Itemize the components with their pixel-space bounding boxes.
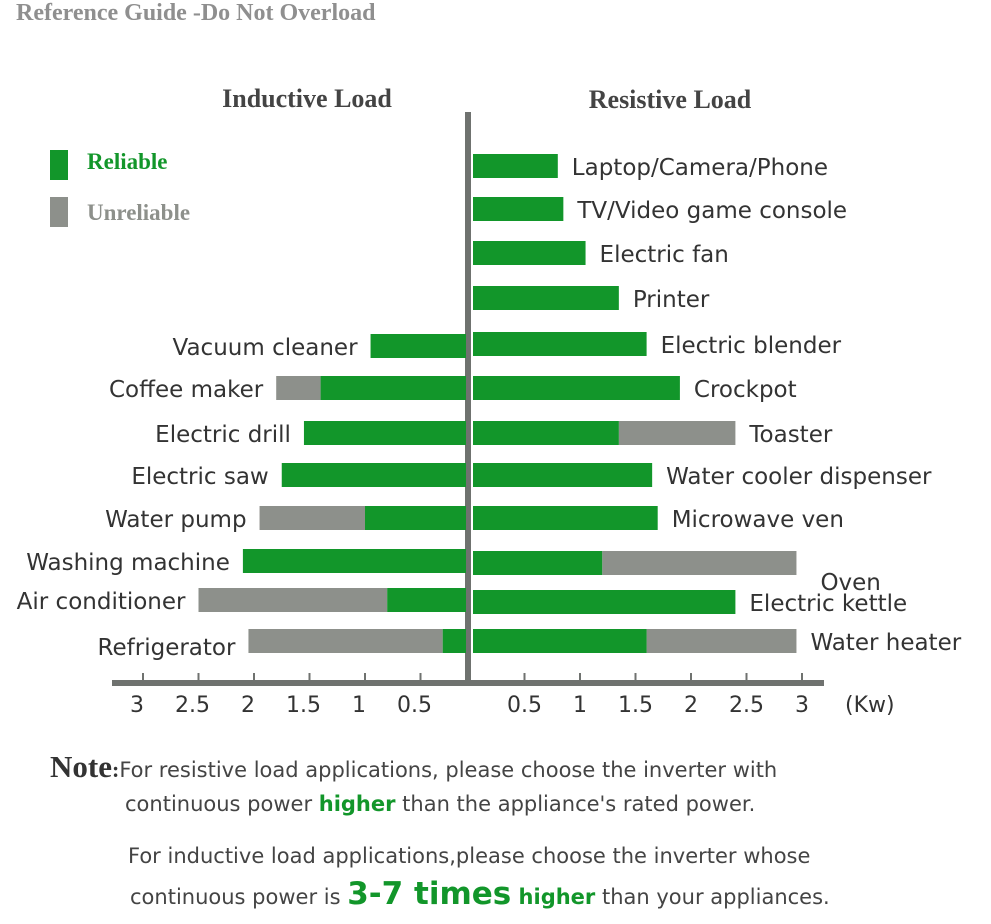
legend-label-unreliable: Unreliable bbox=[87, 200, 190, 225]
chart-title: Reference Guide -Do Not Overload bbox=[16, 0, 376, 26]
bar-reliable bbox=[473, 421, 619, 445]
bar-reliable bbox=[473, 286, 619, 310]
tick-label: 1.5 bbox=[286, 693, 321, 718]
note-line4-times: 3-7 times bbox=[347, 876, 512, 912]
bar-reliable bbox=[320, 376, 466, 400]
bar-reliable bbox=[303, 421, 466, 445]
bar-label: Crockpot bbox=[694, 377, 797, 403]
bar-reliable bbox=[473, 197, 564, 221]
bar-reliable bbox=[370, 334, 466, 358]
bar-unreliable bbox=[276, 376, 321, 400]
bar-reliable bbox=[473, 590, 736, 614]
unit-label: (Kw) bbox=[845, 693, 895, 718]
note-line4d: than your appliances. bbox=[595, 885, 830, 909]
bar-label: Electric kettle bbox=[749, 591, 907, 617]
bar-reliable bbox=[473, 154, 558, 178]
chart-svg: Inductive Load Resistive Load Reliable Unre… bbox=[17, 84, 962, 718]
tick-label: 0.5 bbox=[397, 693, 432, 718]
bar-reliable bbox=[473, 463, 653, 487]
note-line2-highlight: higher bbox=[318, 792, 396, 816]
bar-label: Electric drill bbox=[155, 422, 291, 448]
bar-reliable bbox=[365, 506, 466, 530]
tick-label: 2 bbox=[684, 693, 698, 718]
bar-reliable bbox=[473, 506, 658, 530]
bar-unreliable bbox=[646, 629, 797, 653]
bar-reliable bbox=[442, 629, 466, 653]
note-line4-higher: higher bbox=[511, 885, 596, 909]
bar-label: Toaster bbox=[748, 422, 832, 448]
bar-label: Refrigerator bbox=[98, 635, 236, 661]
legend-swatch-reliable bbox=[50, 150, 68, 180]
note-block: Note:For resistive load applications, pl… bbox=[50, 748, 970, 916]
note-label: Note bbox=[50, 749, 112, 784]
tick-label: 1 bbox=[573, 693, 587, 718]
tick-label: 1 bbox=[352, 693, 366, 718]
right-panel-title: Resistive Load bbox=[589, 85, 752, 114]
bar-unreliable bbox=[259, 506, 365, 530]
note-line2a: continuous power bbox=[125, 792, 319, 816]
bar-label: Electric saw bbox=[131, 464, 268, 490]
bar-reliable bbox=[473, 629, 647, 653]
legend-label-reliable: Reliable bbox=[87, 149, 168, 174]
bar-reliable bbox=[473, 332, 647, 356]
tick-label: 3 bbox=[795, 693, 809, 718]
x-axis-line bbox=[112, 680, 824, 686]
bar-unreliable bbox=[198, 588, 388, 612]
bar-unreliable bbox=[618, 421, 736, 445]
note-line1: For resistive load applications, please … bbox=[119, 758, 778, 782]
note-line2c: than the appliance's rated power. bbox=[395, 792, 756, 816]
bar-label: TV/Video game console bbox=[576, 198, 847, 224]
tick-label: 0.5 bbox=[507, 693, 542, 718]
note-line4a: continuous power is bbox=[130, 885, 348, 909]
bar-label: Electric fan bbox=[600, 242, 729, 268]
bar-label: Washing machine bbox=[26, 550, 230, 576]
tick-label: 1.5 bbox=[618, 693, 653, 718]
bar-reliable bbox=[473, 376, 680, 400]
bar-label: Air conditioner bbox=[17, 589, 186, 615]
bar-label: Oven bbox=[820, 570, 880, 596]
legend-swatch-unreliable bbox=[50, 197, 68, 227]
tick-label: 2.5 bbox=[729, 693, 764, 718]
note-colon: : bbox=[111, 757, 120, 782]
bar-label: Microwave ven bbox=[672, 507, 844, 533]
bar-reliable bbox=[387, 588, 466, 612]
tick-label: 3 bbox=[130, 693, 144, 718]
bar-reliable bbox=[281, 463, 466, 487]
center-divider bbox=[465, 112, 471, 686]
bar-label: Water heater bbox=[810, 630, 961, 656]
tick-label: 2.5 bbox=[175, 693, 210, 718]
tick-label: 2 bbox=[241, 693, 255, 718]
bar-label: Water cooler dispenser bbox=[666, 464, 932, 490]
bar-label: Electric blender bbox=[661, 333, 842, 359]
bar-reliable bbox=[242, 549, 466, 573]
bar-reliable bbox=[473, 241, 586, 265]
bar-label: Printer bbox=[633, 287, 710, 313]
note-line3: For inductive load applications,please c… bbox=[128, 844, 811, 868]
bar-unreliable bbox=[602, 551, 797, 575]
bar-label: Vacuum cleaner bbox=[173, 335, 359, 361]
bar-label: Laptop/Camera/Phone bbox=[572, 155, 828, 181]
bar-label: Coffee maker bbox=[109, 377, 264, 403]
left-panel-title: Inductive Load bbox=[222, 84, 392, 113]
bar-label: Water pump bbox=[105, 507, 246, 533]
bar-reliable bbox=[473, 551, 603, 575]
bar-unreliable bbox=[248, 629, 443, 653]
